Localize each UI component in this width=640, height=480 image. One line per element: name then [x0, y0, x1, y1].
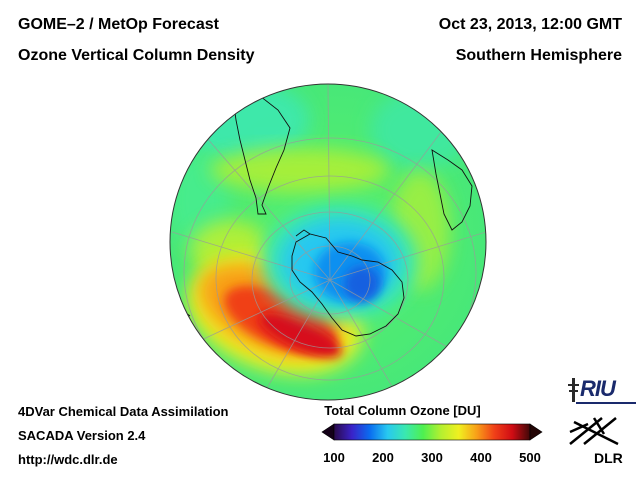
colorbar-tick-400: 400	[470, 450, 492, 465]
riu-logo-text: RIU	[580, 376, 616, 401]
coastlines	[175, 89, 473, 337]
globe-outline	[169, 83, 487, 401]
forecast-date: Oct 23, 2013, 12:00 GMT	[438, 16, 622, 33]
website-link[interactable]: http://wdc.dlr.de	[18, 452, 118, 467]
dlr-logo: DLR	[564, 414, 624, 466]
graticule	[171, 84, 486, 400]
colorbar-tick-100: 100	[323, 450, 345, 465]
colorbar-tick-300: 300	[421, 450, 443, 465]
dlr-logo-text: DLR	[594, 450, 623, 466]
colorbar-tick-500: 500	[519, 450, 541, 465]
version-label: SACADA Version 2.4	[18, 428, 146, 443]
map-subtitle: Ozone Vertical Column Density	[18, 47, 255, 64]
riu-tower-icon	[568, 378, 579, 402]
map-title: GOME–2 / MetOp Forecast	[18, 16, 219, 33]
dlr-emblem-icon	[569, 417, 619, 446]
colorbar-title: Total Column Ozone [DU]	[324, 403, 481, 418]
hemisphere-label: Southern Hemisphere	[455, 47, 622, 64]
colorbar	[321, 423, 543, 441]
method-label: 4DVar Chemical Data Assimilation	[18, 404, 229, 419]
colorbar-tick-200: 200	[372, 450, 394, 465]
